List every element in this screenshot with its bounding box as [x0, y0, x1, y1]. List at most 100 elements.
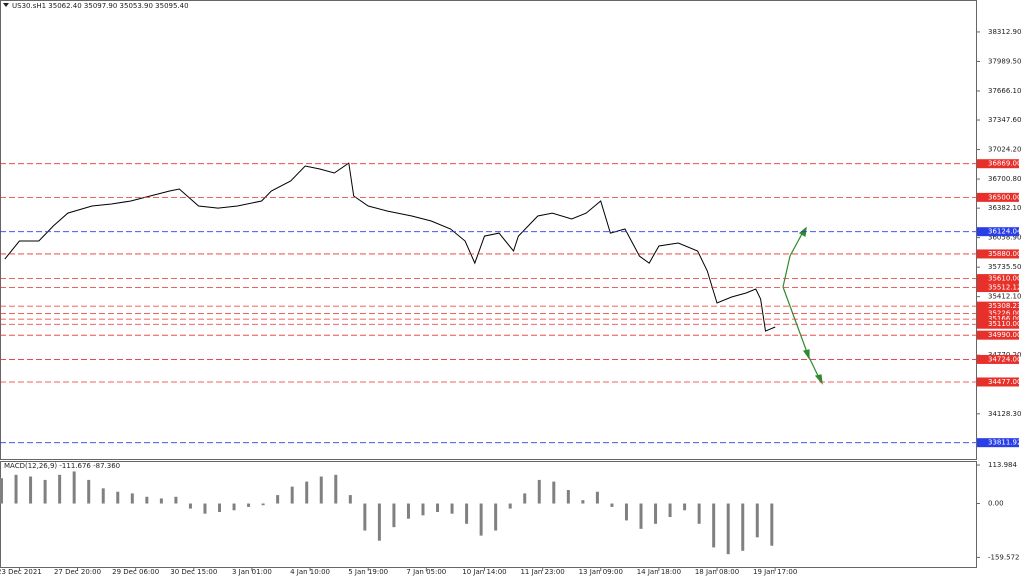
- level-text: 35880.00: [988, 250, 1021, 258]
- macd-bar: [741, 503, 745, 551]
- macd-bar: [87, 479, 91, 504]
- macd-bar: [494, 503, 498, 531]
- macd-bar: [261, 503, 265, 506]
- macd-bar: [537, 479, 541, 504]
- level-label: 35110.00: [977, 319, 1021, 329]
- level-box: [977, 377, 1019, 387]
- level-label: 36124.04: [977, 227, 1022, 237]
- macd-bar: [479, 503, 483, 536]
- x-tick-label: 7 Jan 05:00: [406, 568, 446, 576]
- macd-title: MACD(12,26,9) -111.676 -87.360: [4, 462, 120, 470]
- menu-arrow[interactable]: [3, 3, 9, 7]
- level-text: 36869.00: [988, 160, 1021, 168]
- x-tick-label: 27 Dec 20:00: [54, 568, 101, 576]
- macd-bar: [668, 503, 672, 518]
- macd-bar: [276, 495, 280, 504]
- level-text: 35110.00: [988, 320, 1021, 328]
- level-text: 33811.92: [988, 439, 1021, 447]
- macd-bar: [624, 503, 628, 521]
- macd-bar: [770, 503, 774, 546]
- level-box: [977, 192, 1019, 202]
- macd-bar: [523, 493, 527, 504]
- macd-bar: [552, 481, 556, 504]
- macd-bar: [247, 503, 251, 507]
- level-box: [977, 249, 1019, 259]
- x-tick-label: 30 Dec 15:00: [170, 568, 217, 576]
- macd-bar: [188, 503, 192, 509]
- macd-bar: [654, 503, 658, 524]
- level-box: [977, 319, 1019, 329]
- macd-bar: [305, 481, 309, 504]
- level-box: [977, 283, 1019, 293]
- y-tick-label: 36700.80: [988, 175, 1021, 183]
- level-label: 35512.12: [977, 283, 1021, 293]
- x-tick-label: 19 Jan 17:00: [753, 568, 797, 576]
- macd-bar: [0, 478, 3, 504]
- level-text: 35308.23: [988, 302, 1021, 310]
- macd-bar: [159, 498, 163, 504]
- level-text: 35166.00: [988, 315, 1021, 323]
- macd-bar: [174, 496, 178, 504]
- level-label: 35880.00: [977, 249, 1021, 259]
- y-tick-label: 37024.20: [988, 146, 1021, 154]
- y-tick-label: 34128.30: [988, 410, 1021, 418]
- x-tick-label: 13 Jan 09:00: [579, 568, 623, 576]
- chart-title: US30.sH1 35062.40 35097.90 35053.90 3509…: [12, 2, 189, 10]
- level-label: 35308.23: [977, 301, 1021, 311]
- level-text: 34990.00: [988, 331, 1021, 339]
- x-tick-label: 4 Jan 10:00: [290, 568, 330, 576]
- level-text: 35610.00: [988, 275, 1021, 283]
- macd-bar: [203, 503, 207, 514]
- macd-bar: [566, 490, 570, 504]
- macd-bar: [465, 503, 469, 524]
- y-tick-label: 35412.10: [988, 293, 1021, 301]
- level-text: 36124.04: [988, 228, 1022, 236]
- level-label: 36869.00: [977, 159, 1021, 169]
- price-line: [4, 162, 776, 332]
- x-tick-label: 14 Jan 18:00: [637, 568, 681, 576]
- level-label: 35166.00: [977, 314, 1021, 324]
- x-tick-label: 11 Jan 23:00: [520, 568, 564, 576]
- macd-bar: [334, 474, 338, 504]
- macd-panel: [0, 461, 977, 568]
- macd-bar: [392, 503, 396, 528]
- level-text: 36500.00: [988, 193, 1021, 201]
- macd-bar: [406, 503, 410, 519]
- macd-bar: [43, 479, 47, 504]
- macd-bar: [421, 503, 425, 516]
- y-tick-label: 37666.10: [988, 87, 1021, 95]
- y-tick-label: 0.00: [988, 500, 1004, 508]
- macd-bar: [218, 503, 222, 512]
- x-tick-label: 23 Dec 2021: [0, 568, 42, 576]
- x-tick-label: 10 Jan 14:00: [462, 568, 506, 576]
- level-box: [977, 301, 1019, 311]
- y-tick-label: -159.572: [988, 553, 1019, 561]
- macd-bar: [116, 491, 120, 504]
- macd-bar: [363, 503, 367, 531]
- macd-bar: [145, 496, 149, 504]
- macd-bar: [436, 503, 440, 512]
- level-text: 34477.00: [988, 378, 1021, 386]
- level-box: [977, 354, 1019, 364]
- macd-bar: [581, 500, 585, 504]
- level-label: 33811.92: [977, 438, 1021, 448]
- macd-bar: [130, 493, 134, 504]
- y-tick-label: 113.984: [988, 461, 1017, 469]
- macd-bar: [610, 503, 614, 507]
- macd-bar: [595, 491, 599, 504]
- price-panel: [0, 0, 977, 460]
- y-tick-label: 37989.50: [988, 57, 1021, 65]
- macd-bar: [755, 503, 759, 538]
- level-label: 34724.00: [977, 354, 1021, 364]
- level-box: [977, 227, 1019, 237]
- macd-bar: [348, 495, 352, 504]
- y-tick-label: 35735.50: [988, 263, 1021, 271]
- level-label: 35610.00: [977, 274, 1021, 284]
- x-tick-label: 29 Dec 06:00: [112, 568, 159, 576]
- level-box: [977, 330, 1019, 340]
- macd-bar: [232, 503, 236, 511]
- macd-bar: [377, 503, 381, 541]
- y-tick-label: 36382.10: [988, 204, 1021, 212]
- x-tick-label: 18 Jan 08:00: [695, 568, 739, 576]
- x-tick-label: 3 Jan 01:00: [232, 568, 272, 576]
